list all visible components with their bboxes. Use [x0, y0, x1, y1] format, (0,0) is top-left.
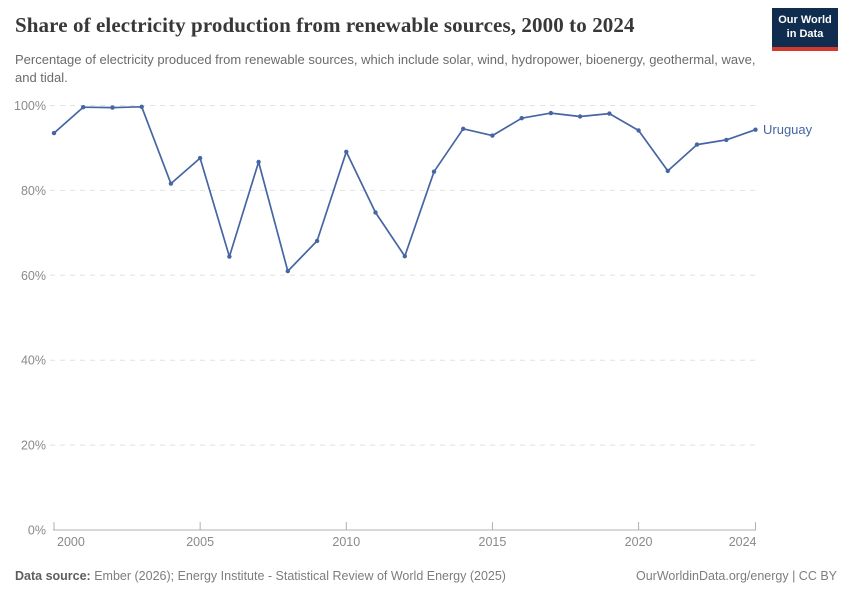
data-point[interactable] [402, 254, 407, 259]
x-tick-label: 2010 [332, 535, 360, 549]
chart-subtitle: Percentage of electricity produced from … [15, 52, 756, 86]
owid-logo[interactable]: Our World in Data [772, 8, 838, 51]
x-tick-label: 2000 [57, 535, 85, 549]
data-point[interactable] [285, 268, 290, 274]
y-tick-label: 100% [14, 99, 46, 113]
data-point[interactable] [490, 133, 495, 138]
series-entity-label[interactable]: Uruguay [763, 122, 813, 137]
data-point[interactable] [139, 104, 144, 109]
data-point[interactable] [753, 127, 758, 132]
data-source-note: Data source: Ember (2026); Energy Instit… [15, 569, 506, 583]
data-point[interactable] [81, 105, 86, 110]
data-point[interactable] [110, 105, 115, 110]
y-tick-label: 20% [21, 439, 46, 453]
data-point[interactable] [373, 210, 378, 215]
data-point[interactable] [168, 181, 174, 186]
chart-footer: Data source: Ember (2026); Energy Instit… [15, 569, 837, 583]
owid-logo-line2: in Data [786, 27, 824, 40]
data-point[interactable] [519, 116, 524, 121]
chart-canvas[interactable]: 0% 20% 40% 60% 80% 100% 2000 2005 2010 2015 2020 20… [0, 90, 850, 560]
data-point[interactable] [665, 168, 670, 174]
y-tick-label: 40% [21, 354, 46, 368]
data-point[interactable] [431, 169, 437, 174]
data-point[interactable] [256, 159, 261, 165]
y-tick-label: 80% [21, 184, 46, 198]
data-source-label: Data source: [15, 569, 91, 583]
owid-logo-accent-bar [772, 46, 838, 51]
data-point[interactable] [636, 128, 641, 133]
data-point[interactable] [227, 254, 232, 259]
owid-logo-text: Our World in Data [772, 8, 838, 47]
owid-logo-line1: Our World [778, 14, 832, 26]
data-point[interactable] [694, 142, 700, 147]
owid-url-license[interactable]: OurWorldinData.org/energy | CC BY [635, 569, 837, 583]
chart-title: Share of electricity production from ren… [15, 13, 635, 37]
data-point[interactable] [314, 238, 320, 244]
x-tick-label: 2005 [186, 535, 214, 549]
x-tick-label: 2020 [625, 535, 653, 549]
data-point[interactable] [197, 155, 203, 161]
data-point[interactable] [461, 126, 466, 131]
data-point[interactable] [724, 137, 729, 143]
x-tick-label: 2015 [479, 535, 507, 549]
data-point[interactable] [577, 114, 583, 119]
x-tick-label: 2024 [729, 535, 757, 549]
data-point[interactable] [607, 111, 612, 116]
series-line[interactable] [53, 105, 757, 272]
data-point[interactable] [344, 149, 349, 154]
data-source-text: Ember (2026); Energy Institute - Statist… [90, 569, 506, 583]
y-tick-label: 0% [28, 524, 46, 538]
y-tick-label: 60% [21, 269, 46, 283]
data-point[interactable] [51, 130, 57, 136]
data-point[interactable] [548, 110, 554, 116]
